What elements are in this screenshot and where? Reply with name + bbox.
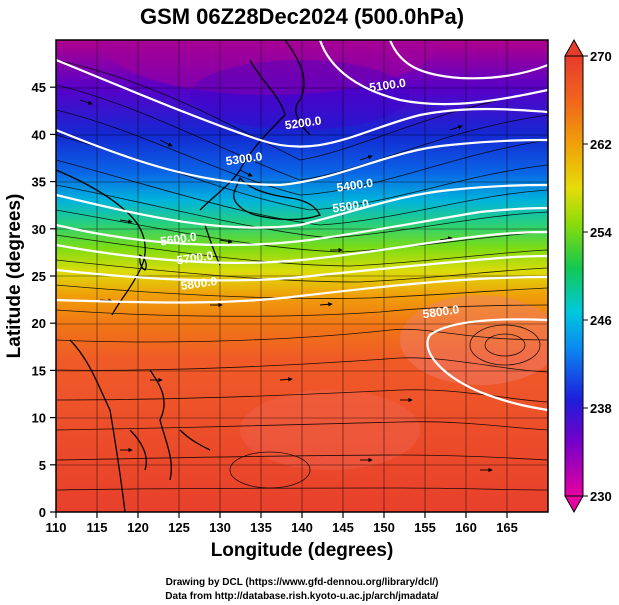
colorbar-tick-label: 270 bbox=[590, 49, 612, 64]
x-axis-title: Longitude (degrees) bbox=[211, 540, 394, 561]
colorbar-ticks: 230 238 246 254 262 270 bbox=[583, 49, 612, 504]
colorbar-tick-label: 246 bbox=[590, 313, 612, 328]
x-tick-label: 160 bbox=[455, 520, 477, 535]
x-tick-label: 115 bbox=[87, 520, 108, 535]
x-tick-label: 140 bbox=[291, 520, 313, 535]
y-tick-label: 45 bbox=[32, 80, 46, 95]
y-tick-label: 25 bbox=[32, 269, 46, 284]
colorbar-top-arrow bbox=[564, 38, 584, 57]
contour-label: 5700.0 bbox=[176, 248, 215, 267]
colorbar-tick-label: 230 bbox=[590, 489, 612, 504]
contour-label: 5200.0 bbox=[284, 113, 323, 132]
y-tick-label: 30 bbox=[32, 222, 46, 237]
colorbar-tick-label: 262 bbox=[590, 137, 612, 152]
chart-title: GSM 06Z28Dec2024 (500.0hPa) bbox=[140, 4, 464, 29]
colorbar-gradient bbox=[564, 55, 584, 497]
contour-label: 5800.0 bbox=[422, 302, 461, 321]
y-tick-label: 20 bbox=[32, 316, 46, 331]
y-tick-label: 35 bbox=[32, 175, 46, 190]
contour-label: 5400.0 bbox=[336, 176, 375, 195]
warm-pocket-2 bbox=[240, 390, 420, 470]
contour-label: 5600.0 bbox=[159, 229, 198, 248]
contour-label: 5300.0 bbox=[225, 149, 264, 168]
x-tick-label: 155 bbox=[414, 520, 436, 535]
x-axis: 110 115 120 125 130 135 140 145 150 155 160 165 bbox=[46, 512, 518, 535]
x-tick-label: 145 bbox=[332, 520, 354, 535]
y-axis: 0 5 10 15 20 25 30 35 40 45 bbox=[32, 80, 56, 520]
y-tick-label: 15 bbox=[32, 363, 46, 378]
colorbar: 230 238 246 254 262 270 bbox=[564, 38, 612, 514]
y-tick-label: 10 bbox=[32, 411, 46, 426]
x-tick-label: 130 bbox=[209, 520, 231, 535]
colorbar-tick-label: 254 bbox=[590, 225, 612, 240]
y-tick-label: 40 bbox=[32, 127, 46, 142]
x-tick-label: 165 bbox=[496, 520, 518, 535]
credit-data: Data from http://database.rish.kyoto-u.a… bbox=[165, 591, 439, 602]
contour-label: 5800.0 bbox=[180, 274, 219, 293]
x-tick-label: 135 bbox=[250, 520, 272, 535]
coastlines bbox=[56, 40, 321, 512]
wind-arrows bbox=[79, 99, 493, 473]
x-tick-label: 150 bbox=[373, 520, 395, 535]
colorbar-tick-label: 238 bbox=[590, 401, 612, 416]
y-tick-label: 0 bbox=[39, 505, 46, 520]
y-tick-label: 5 bbox=[39, 458, 46, 473]
contour-label: 5500.0 bbox=[331, 196, 370, 215]
height-contours bbox=[56, 40, 548, 412]
x-tick-label: 125 bbox=[168, 520, 190, 535]
credit-drawing: Drawing by DCL (https://www.gfd-dennou.o… bbox=[166, 577, 439, 588]
x-tick-label: 120 bbox=[127, 520, 149, 535]
contour-label: 5100.0 bbox=[368, 76, 407, 95]
x-tick-label: 110 bbox=[46, 520, 67, 535]
cold-trough bbox=[190, 60, 410, 130]
y-axis-title: Latitude (degrees) bbox=[4, 194, 25, 359]
colorbar-bottom-arrow bbox=[564, 495, 584, 514]
